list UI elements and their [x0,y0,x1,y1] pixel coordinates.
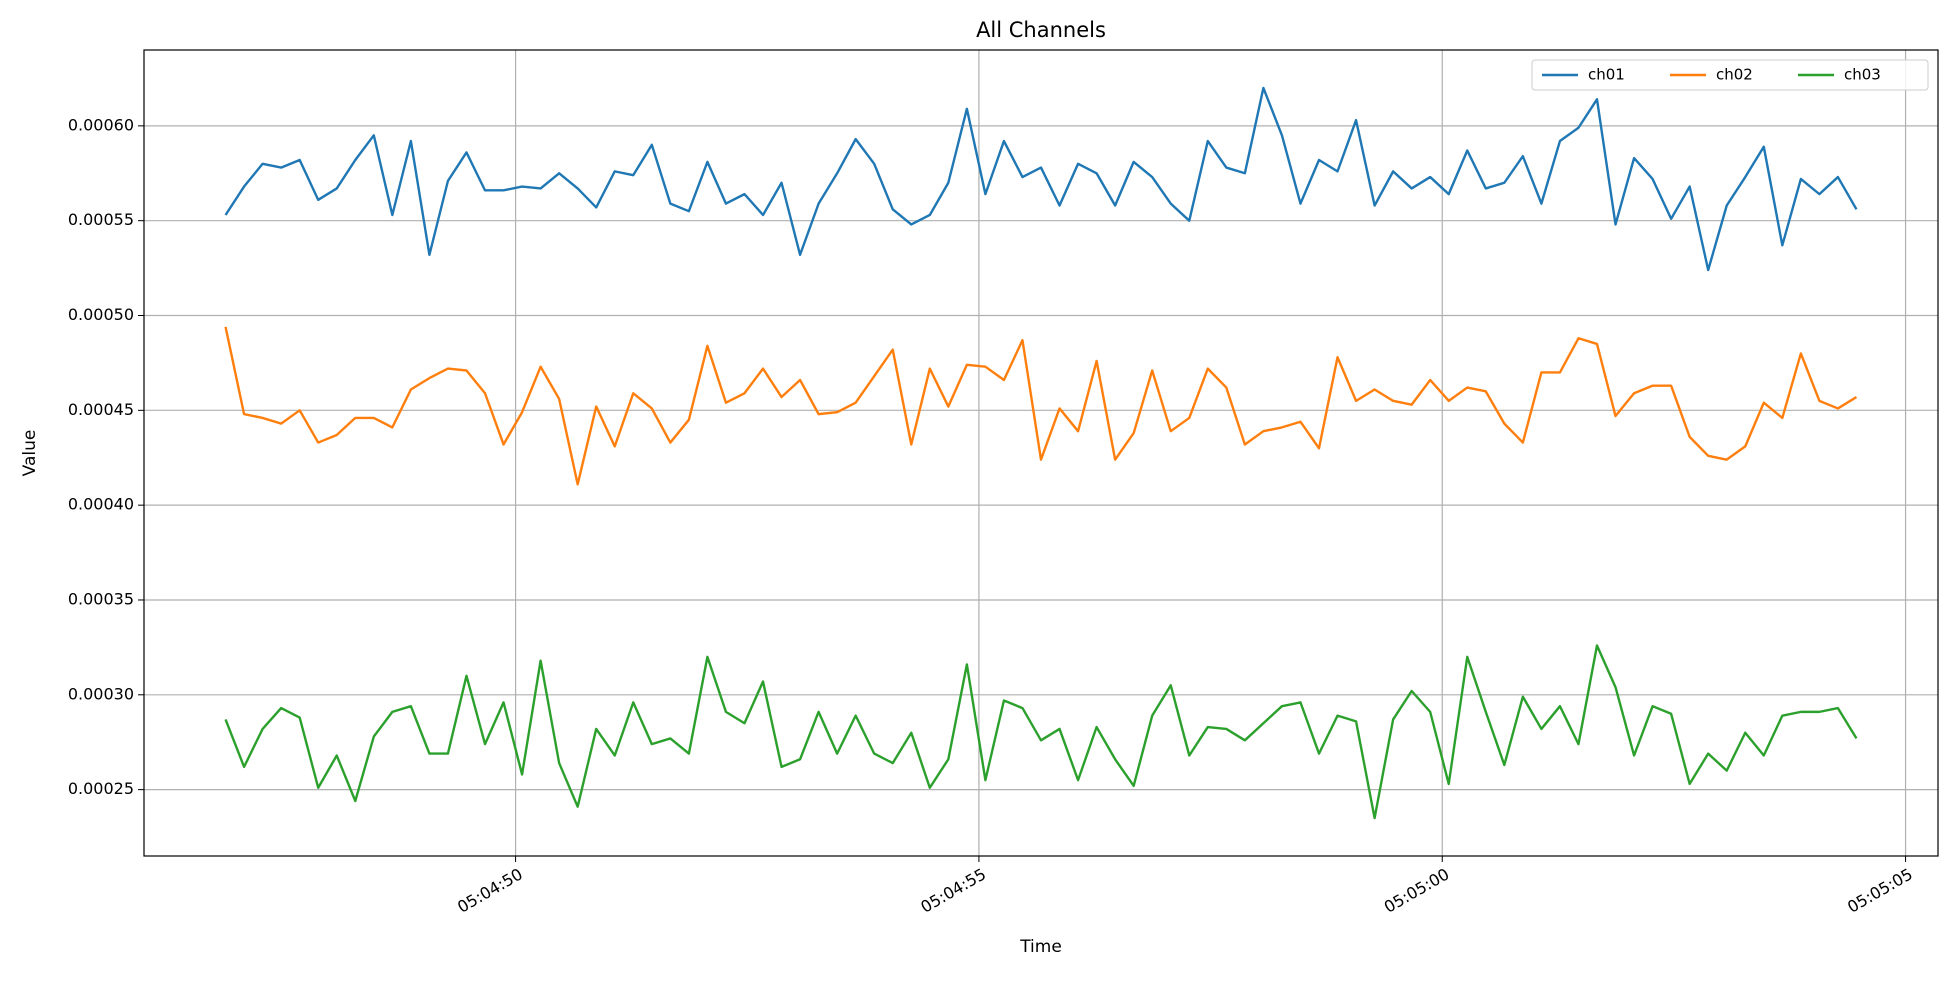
y-tick-label: 0.00035 [68,589,134,608]
legend-box [1531,59,1929,91]
y-tick-label: 0.00050 [68,305,134,324]
y-tick-label: 0.00055 [68,210,134,229]
y-axis-label: Value [20,430,40,477]
legend-label: ch03 [1844,66,1881,84]
series-line [224,86,1858,272]
y-tick-label: 0.00040 [68,495,134,514]
y-tick-label: 0.00030 [68,684,134,703]
y-tick-label: 0.00060 [68,115,134,134]
chart-title: All Channels [976,18,1106,42]
legend-label: ch02 [1716,66,1753,84]
plot-frame [143,49,1939,857]
y-tick-label: 0.00025 [68,779,134,798]
series-line [224,644,1858,820]
legend-label: ch01 [1588,66,1625,84]
x-axis-label: Time [1019,937,1062,957]
y-tick-label: 0.00045 [68,400,134,419]
series-line [224,326,1858,486]
